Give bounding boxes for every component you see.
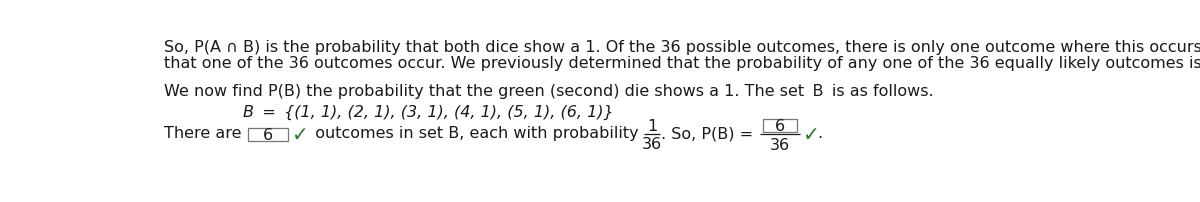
FancyBboxPatch shape <box>248 128 288 141</box>
Text: 1: 1 <box>647 118 658 133</box>
Text: B  =  {(1, 1), (2, 1), (3, 1), (4, 1), (5, 1), (6, 1)}: B = {(1, 1), (2, 1), (3, 1), (4, 1), (5,… <box>242 104 613 119</box>
Text: ✓: ✓ <box>804 125 821 144</box>
Text: that one of the 36 outcomes occur. We previously determined that the probability: that one of the 36 outcomes occur. We pr… <box>164 56 1200 71</box>
Text: There are: There are <box>164 126 246 141</box>
Text: 36: 36 <box>642 136 662 151</box>
Text: 6: 6 <box>775 119 785 134</box>
Text: ✓: ✓ <box>292 125 308 144</box>
Text: 6: 6 <box>263 127 274 142</box>
Text: So, P(A ∩ B) is the probability that both dice show a 1. Of the 36 possible outc: So, P(A ∩ B) is the probability that bot… <box>164 40 1200 55</box>
Text: outcomes in set B, each with probability: outcomes in set B, each with probability <box>306 126 644 141</box>
FancyBboxPatch shape <box>763 120 797 133</box>
Text: 36: 36 <box>770 138 791 153</box>
Text: .: . <box>817 126 822 141</box>
Text: . So, P(B) =: . So, P(B) = <box>661 126 758 141</box>
Text: We now find P(B) the probability that the green (second) die shows a 1. The set : We now find P(B) the probability that th… <box>164 84 934 99</box>
